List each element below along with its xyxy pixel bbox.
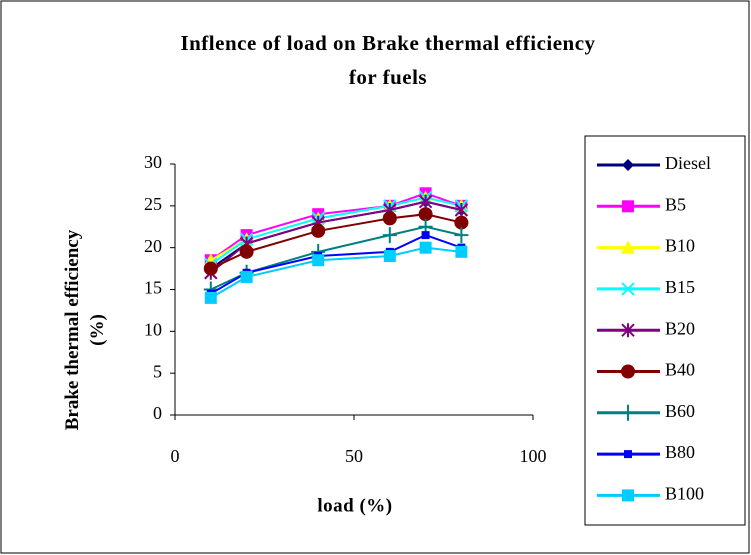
data-point (240, 270, 253, 283)
legend-marker (621, 282, 635, 296)
y-tick-label: 15 (144, 278, 162, 298)
data-point (418, 207, 433, 222)
marker-shape (312, 254, 325, 267)
x-tick-label: 0 (171, 446, 180, 466)
marker-shape (455, 245, 468, 258)
marker-shape (382, 211, 397, 226)
data-point (204, 291, 217, 304)
legend-label: B20 (665, 318, 695, 338)
data-point (382, 211, 397, 226)
chart-subtitle: for fuels (349, 65, 427, 89)
data-point (239, 244, 254, 259)
marker-shape (239, 244, 254, 259)
legend-marker (624, 450, 632, 459)
legend-label: Diesel (665, 153, 711, 173)
marker-shape (622, 200, 634, 213)
chart-title: Inflence of load on Brake thermal effici… (180, 31, 595, 55)
marker-shape (382, 227, 397, 244)
y-tick-label: 5 (153, 361, 162, 381)
marker-shape (454, 203, 469, 218)
marker-shape (419, 241, 432, 254)
marker-shape (454, 215, 469, 230)
legend-label: B5 (665, 194, 686, 214)
data-point (383, 250, 396, 263)
legend-label: B60 (665, 401, 695, 421)
legend-label: B15 (665, 277, 695, 297)
marker-shape (621, 404, 635, 421)
marker-shape (621, 240, 635, 254)
data-point (382, 227, 397, 244)
data-point (455, 245, 468, 258)
data-point (421, 231, 430, 240)
data-point (454, 227, 469, 244)
y-tick-label: 25 (144, 194, 162, 214)
marker-shape (240, 270, 253, 283)
data-point (454, 215, 469, 230)
legend-marker (621, 364, 635, 379)
data-point (203, 261, 218, 276)
marker-shape (622, 159, 634, 171)
marker-shape (621, 323, 635, 338)
marker-shape (624, 450, 632, 459)
y-tick-label: 0 (153, 403, 162, 423)
x-tick-label: 50 (345, 446, 363, 466)
y-tick-label: 10 (144, 319, 162, 339)
series-line (210, 196, 462, 266)
marker-shape (203, 261, 218, 276)
marker-shape (418, 207, 433, 222)
data-point (454, 203, 469, 218)
legend-marker (621, 240, 635, 254)
data-point (419, 241, 432, 254)
data-point (312, 254, 325, 267)
marker-shape (621, 282, 635, 296)
marker-shape (311, 223, 326, 238)
marker-shape (421, 231, 430, 240)
marker-shape (383, 250, 396, 263)
legend-label: B40 (665, 360, 695, 380)
legend-label: B100 (665, 484, 704, 504)
marker-shape (418, 194, 433, 209)
marker-shape (622, 489, 634, 502)
marker-shape (204, 291, 217, 304)
y-axis-label: Brake thermal efficiency (%) (62, 229, 108, 431)
legend-marker (622, 159, 634, 171)
legend-label: B10 (665, 236, 695, 256)
legend-marker (622, 200, 634, 213)
legend-label: B80 (665, 442, 695, 462)
marker-shape (621, 364, 635, 379)
legend-marker (621, 404, 635, 421)
x-axis-label: load (%) (317, 495, 392, 516)
legend-marker (621, 323, 635, 338)
x-tick-label: 100 (520, 446, 547, 466)
y-tick-label: 30 (144, 152, 162, 172)
data-point (418, 194, 433, 209)
data-point (311, 223, 326, 238)
y-tick-label: 20 (144, 236, 162, 256)
marker-shape (454, 227, 469, 244)
legend-marker (622, 489, 634, 502)
